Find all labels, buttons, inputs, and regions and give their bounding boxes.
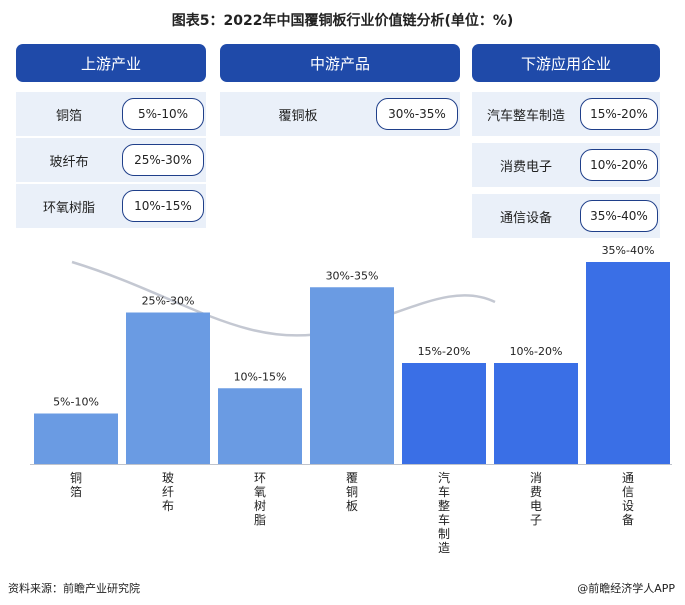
item-name: 铜箔 xyxy=(55,108,82,124)
midstream-item-ccl: 覆铜板 30%-35% xyxy=(220,92,460,136)
upstream-item-glass-fiber: 玻纤布 25%-30% xyxy=(16,138,206,182)
data-label-3: 10%-15% xyxy=(234,370,287,383)
item-range-pill: 30%-35% xyxy=(376,98,458,130)
item-name: 消费电子 xyxy=(499,159,552,175)
downstream-item-consumer: 消费电子 10%-20% xyxy=(472,143,660,187)
data-label-5: 15%-20% xyxy=(418,345,471,358)
downstream-item-auto: 汽车整车制造 15%-20% xyxy=(472,92,660,136)
item-name: 汽车整车制造 xyxy=(486,108,565,124)
bar-2 xyxy=(126,312,210,464)
item-name: 环氧树脂 xyxy=(42,200,95,216)
bar-4 xyxy=(310,287,394,464)
data-label-7: 35%-40% xyxy=(602,244,655,257)
category-label-4: 覆铜板 xyxy=(346,471,358,513)
data-label-1: 5%-10% xyxy=(53,396,99,409)
midstream-section: 中游产品 xyxy=(220,44,460,82)
item-range-pill: 10%-15% xyxy=(122,190,204,222)
bar-7 xyxy=(586,262,670,464)
item-range-pill: 15%-20% xyxy=(580,98,658,130)
item-range-pill: 10%-20% xyxy=(580,149,658,181)
data-label-6: 10%-20% xyxy=(510,345,563,358)
category-label-3: 环氧树脂 xyxy=(254,471,266,527)
bar-6 xyxy=(494,363,578,464)
item-name: 通信设备 xyxy=(499,210,552,226)
upstream-header: 上游产业 xyxy=(16,44,206,82)
upstream-item-copper-foil: 铜箔 5%-10% xyxy=(16,92,206,136)
value-chain-bar-chart: 5%-10% 铜箔 25%-30% 玻纤布 10%-15% 环氧树脂 30%-35% 覆铜板 1… xyxy=(30,244,672,555)
midstream-header: 中游产品 xyxy=(220,44,460,82)
upstream-section: 上游产业 xyxy=(16,44,206,82)
downstream-header: 下游应用企业 xyxy=(472,44,660,82)
bar-1 xyxy=(34,413,118,464)
category-label-5: 汽车整车制造 xyxy=(438,470,450,555)
brand-mark: @前瞻经济学人APP xyxy=(577,582,675,595)
data-label-2: 25%-30% xyxy=(142,295,195,308)
category-label-7: 通信设备 xyxy=(622,471,634,527)
data-label-4: 30%-35% xyxy=(326,269,379,282)
category-label-6: 消费电子 xyxy=(530,471,542,527)
item-name: 玻纤布 xyxy=(49,154,89,170)
downstream-section: 下游应用企业 xyxy=(472,44,660,82)
item-range-pill: 5%-10% xyxy=(122,98,204,130)
category-label-2: 玻纤布 xyxy=(162,471,174,513)
upstream-item-epoxy: 环氧树脂 10%-15% xyxy=(16,184,206,228)
downstream-item-telecom: 通信设备 35%-40% xyxy=(472,194,660,238)
bar-3 xyxy=(218,388,302,464)
source-note: 资料来源：前瞻产业研究院 xyxy=(8,582,140,595)
bar-5 xyxy=(402,363,486,464)
item-range-pill: 35%-40% xyxy=(580,200,658,232)
item-name: 覆铜板 xyxy=(278,108,318,124)
chart-title: 图表5：2022年中国覆铜板行业价值链分析(单位：%) xyxy=(171,13,514,29)
category-label-1: 铜箔 xyxy=(70,470,82,499)
item-range-pill: 25%-30% xyxy=(122,144,204,176)
